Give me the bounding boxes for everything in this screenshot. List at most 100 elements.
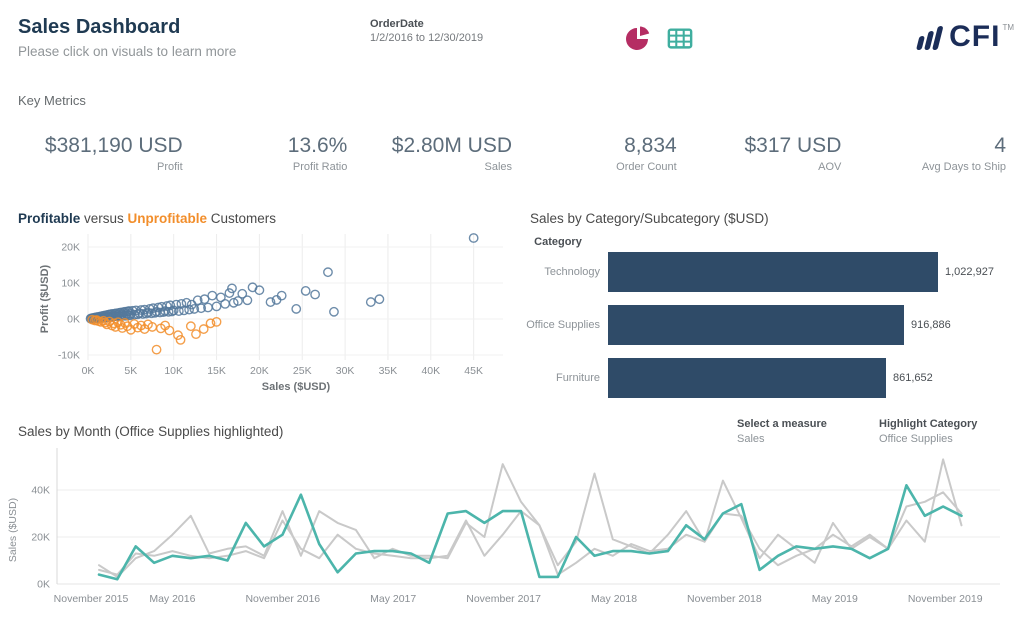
scatter-point-profitable[interactable]	[171, 299, 182, 310]
scatter-point-unprofitable[interactable]	[151, 344, 162, 355]
scatter-point-profitable[interactable]	[468, 233, 479, 243]
x-tick-label: 30K	[336, 365, 355, 377]
order-date-filter-label: OrderDate	[370, 18, 424, 30]
scatter-point-profitable[interactable]	[227, 283, 237, 294]
bar-value-label: 1,022,927	[945, 266, 994, 278]
scatter-point-profitable[interactable]	[189, 304, 200, 314]
order-date-filter[interactable]: OrderDate 1/2/2016 to 12/30/2019	[370, 18, 483, 44]
x-tick-label: November 2019	[908, 593, 983, 605]
bar-office-supplies[interactable]	[608, 305, 904, 345]
highlight-category-control[interactable]: Highlight Category Office Supplies	[879, 418, 977, 445]
y-tick-label: 20K	[31, 532, 50, 544]
bar-row: Furniture 861,652	[512, 358, 1024, 398]
scatter-point-profitable[interactable]	[265, 297, 276, 307]
scatter-point-profitable[interactable]	[192, 295, 203, 306]
metric-order-count[interactable]: 8,834 Order Count	[512, 134, 677, 173]
scatter-point-unprofitable[interactable]	[191, 329, 201, 340]
metric-aov[interactable]: $317 USD AOV	[677, 134, 842, 173]
scatter-point-profitable[interactable]	[220, 298, 231, 309]
pie-chart-icon[interactable]	[624, 24, 652, 52]
select-measure-control[interactable]: Select a measure Sales	[737, 418, 827, 445]
scatter-point-profitable[interactable]	[323, 267, 333, 278]
scatter-title-customers: Customers	[207, 211, 277, 226]
scatter-point-unprofitable[interactable]	[91, 315, 102, 325]
series-line-office-supplies[interactable]	[97, 483, 963, 581]
scatter-point-profitable[interactable]	[184, 304, 195, 315]
scatter-point-profitable[interactable]	[196, 303, 207, 314]
bar-category-label: Technology	[544, 266, 600, 278]
scatter-point-profitable[interactable]	[163, 306, 174, 317]
scatter-point-profitable[interactable]	[224, 288, 235, 298]
scatter-point-unprofitable[interactable]	[175, 334, 186, 345]
sales-by-month-line-chart[interactable]: 0K 20K 40K November 2015 May 2016 November 20…	[0, 440, 1024, 630]
scatter-point-profitable[interactable]	[165, 300, 176, 311]
scatter-point-unprofitable[interactable]	[164, 325, 175, 336]
y-tick-label: 20K	[61, 242, 80, 254]
scatter-point-profitable[interactable]	[310, 289, 321, 300]
scatter-point-profitable[interactable]	[254, 285, 265, 296]
x-tick-label: November 2016	[245, 593, 320, 605]
scatter-title-unprofitable: Unprofitable	[127, 211, 208, 226]
scatter-point-unprofitable[interactable]	[110, 322, 121, 332]
metric-sales[interactable]: $2.80M USD Sales	[347, 134, 512, 173]
x-tick-label: 10K	[164, 365, 183, 377]
x-tick-label: 20K	[250, 365, 269, 377]
scatter-point-unprofitable[interactable]	[211, 316, 222, 327]
key-metrics-label: Key Metrics	[18, 93, 86, 108]
y-tick-label: 10K	[61, 278, 80, 290]
scatter-point-profitable[interactable]	[199, 294, 210, 305]
x-tick-label: 5K	[124, 365, 137, 377]
scatter-point-profitable[interactable]	[291, 304, 302, 314]
key-metrics-row: $381,190 USD Profit 13.6% Profit Ratio $2.80…	[18, 134, 1006, 173]
highlight-category-label: Highlight Category	[879, 418, 978, 430]
highlight-category-value[interactable]: Office Supplies	[879, 433, 953, 445]
x-tick-label: May 2019	[812, 593, 858, 605]
trademark-symbol: TM	[1002, 23, 1014, 32]
scatter-point-profitable[interactable]	[211, 301, 222, 312]
scatter-point-profitable[interactable]	[276, 290, 287, 301]
scatter-point-unprofitable[interactable]	[205, 318, 216, 329]
scatter-point-profitable[interactable]	[365, 297, 376, 307]
order-date-filter-value[interactable]: 1/2/2016 to 12/30/2019	[370, 32, 484, 44]
bar-row: Office Supplies 916,886	[512, 305, 1024, 345]
scatter-point-unprofitable[interactable]	[185, 321, 196, 332]
scatter-point-profitable[interactable]	[233, 296, 243, 306]
scatter-point-unprofitable[interactable]	[173, 330, 183, 341]
scatter-point-profitable[interactable]	[176, 298, 187, 309]
metric-label: AOV	[818, 161, 842, 173]
scatter-point-unprofitable[interactable]	[119, 318, 130, 328]
metric-profit-ratio[interactable]: 13.6% Profit Ratio	[183, 134, 348, 173]
scatter-point-profitable[interactable]	[237, 288, 248, 299]
scatter-point-profitable[interactable]	[300, 286, 311, 296]
scatter-point-unprofitable[interactable]	[101, 319, 112, 330]
scatter-point-profitable[interactable]	[168, 305, 179, 316]
x-tick-label: November 2015	[54, 593, 129, 605]
metric-value: 13.6%	[287, 134, 348, 157]
scatter-point-profitable[interactable]	[181, 297, 192, 308]
profit-vs-sales-scatter-chart[interactable]: 0K 5K 10K 15K 20K 25K 30K 35K 40K 45K20K10K0K-10K…	[0, 226, 512, 402]
y-axis-title: Sales ($USD)	[7, 498, 19, 562]
scatter-point-profitable[interactable]	[228, 297, 239, 308]
scatter-title-versus: versus	[80, 211, 128, 226]
scatter-point-profitable[interactable]	[242, 295, 253, 306]
page-subtitle: Please click on visuals to learn more	[18, 44, 237, 59]
select-measure-value[interactable]: Sales	[737, 433, 765, 445]
bar-furniture[interactable]	[608, 358, 886, 398]
y-tick-label: -10K	[58, 350, 80, 362]
scatter-point-profitable[interactable]	[167, 306, 177, 317]
metric-value: $381,190 USD	[44, 134, 183, 157]
x-tick-label: November 2018	[687, 593, 762, 605]
series-line-furniture[interactable]	[98, 491, 963, 576]
metric-avg-days-to-ship[interactable]: 4 Avg Days to Ship	[841, 134, 1006, 173]
metric-label: Profit Ratio	[292, 161, 348, 173]
scatter-point-profitable[interactable]	[207, 290, 218, 301]
x-tick-label: 15K	[207, 365, 226, 377]
table-icon[interactable]	[666, 25, 694, 53]
bar-technology[interactable]	[608, 252, 938, 292]
x-tick-label: November 2017	[466, 593, 541, 605]
metric-profit[interactable]: $381,190 USD Profit	[18, 134, 183, 173]
scatter-point-profitable[interactable]	[329, 306, 339, 317]
scatter-point-profitable[interactable]	[374, 294, 385, 305]
scatter-point-unprofitable[interactable]	[198, 324, 209, 334]
series-line-technology[interactable]	[98, 458, 963, 578]
